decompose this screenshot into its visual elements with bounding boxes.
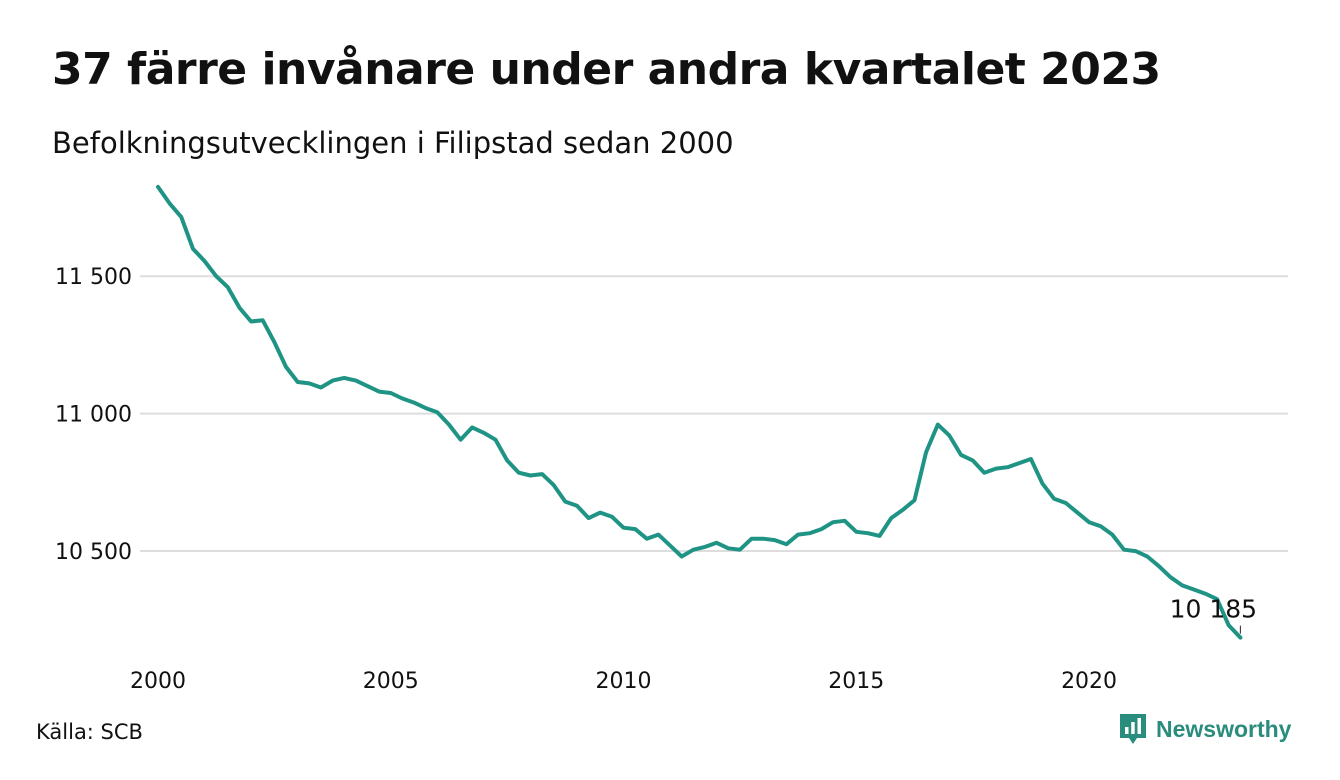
population-line: [156, 184, 1243, 640]
brand-name: Newsworthy: [1156, 715, 1292, 742]
x-tick-label: 2015: [828, 669, 884, 694]
grid-lines: [140, 275, 1288, 553]
chart-title: 37 färre invånare under andra kvartalet …: [52, 44, 1161, 95]
end-value-label: 10 185: [1170, 595, 1257, 624]
newsworthy-logo-icon: [1120, 714, 1146, 744]
source-note: Källa: SCB: [36, 720, 143, 744]
x-axis-tick-labels: 2000 2005 2010 2015 2020: [130, 669, 1117, 694]
x-tick-label: 2010: [596, 669, 652, 694]
x-tick-label: 2020: [1061, 669, 1117, 694]
chart-subtitle: Befolkningsutvecklingen i Filipstad seda…: [52, 126, 734, 160]
y-tick-label: 11 500: [55, 265, 132, 290]
brand-logo[interactable]: Newsworthy: [1118, 712, 1291, 746]
x-tick-label: 2005: [363, 669, 419, 694]
x-tick-label: 2000: [130, 669, 186, 694]
y-axis-tick-labels: 10 500 11 000 11 500: [55, 265, 132, 565]
y-tick-label: 10 500: [55, 540, 132, 565]
y-tick-label: 11 000: [55, 403, 132, 428]
